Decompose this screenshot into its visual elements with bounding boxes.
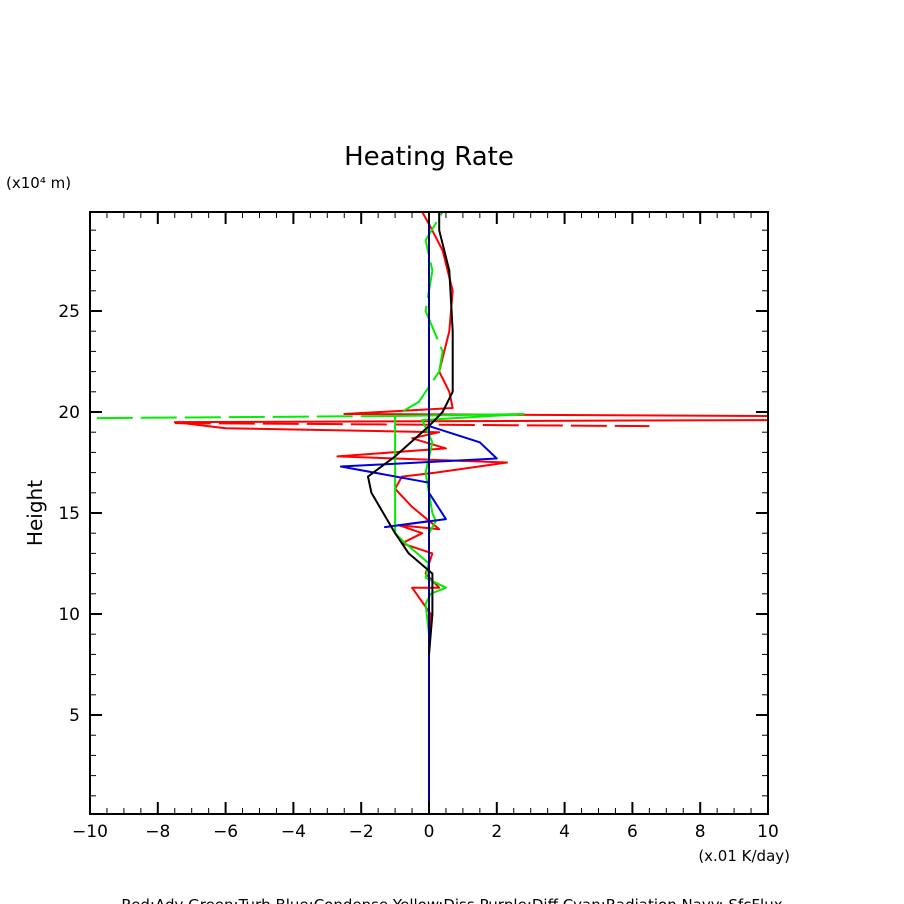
series-adv-mean [174, 422, 650, 428]
x-axis-label: (x.01 K/day) [698, 847, 790, 865]
y-axis-label: Height [23, 480, 47, 546]
x-tick-label: 6 [627, 822, 638, 842]
x-tick-label: 4 [559, 822, 570, 842]
series-turb [394, 413, 525, 814]
chart-title: Heating Rate [344, 142, 514, 172]
y-tick-label: 20 [58, 403, 80, 423]
x-tick-label: 0 [424, 822, 435, 842]
x-tick-label: −8 [145, 822, 170, 842]
y-tick-label: 15 [58, 504, 80, 524]
series-turb-mean [96, 211, 444, 420]
series-diss [367, 212, 454, 655]
x-tick-label: −6 [213, 822, 238, 842]
y-tick-label: 25 [58, 302, 80, 322]
series-adv [173, 211, 769, 814]
x-tick-label: −10 [72, 822, 108, 842]
legend-text: Red:Adv Green:Turb Blue:Condense Yellow:… [121, 896, 782, 904]
x-tick-label: 8 [695, 822, 706, 842]
tick-layer: −10 −8 −6 −4 −2 0 2 4 6 8 10 5 10 15 20 25 [58, 212, 779, 842]
x-tick-label: −4 [281, 822, 306, 842]
y-tick-label: 10 [58, 605, 80, 625]
y-tick-label: 5 [69, 706, 80, 726]
x-tick-label: −2 [349, 822, 374, 842]
y-unit-label: (x10⁴ m) [6, 174, 71, 192]
series-layer [96, 211, 769, 814]
x-tick-label: 2 [491, 822, 502, 842]
x-tick-label: 10 [757, 822, 779, 842]
